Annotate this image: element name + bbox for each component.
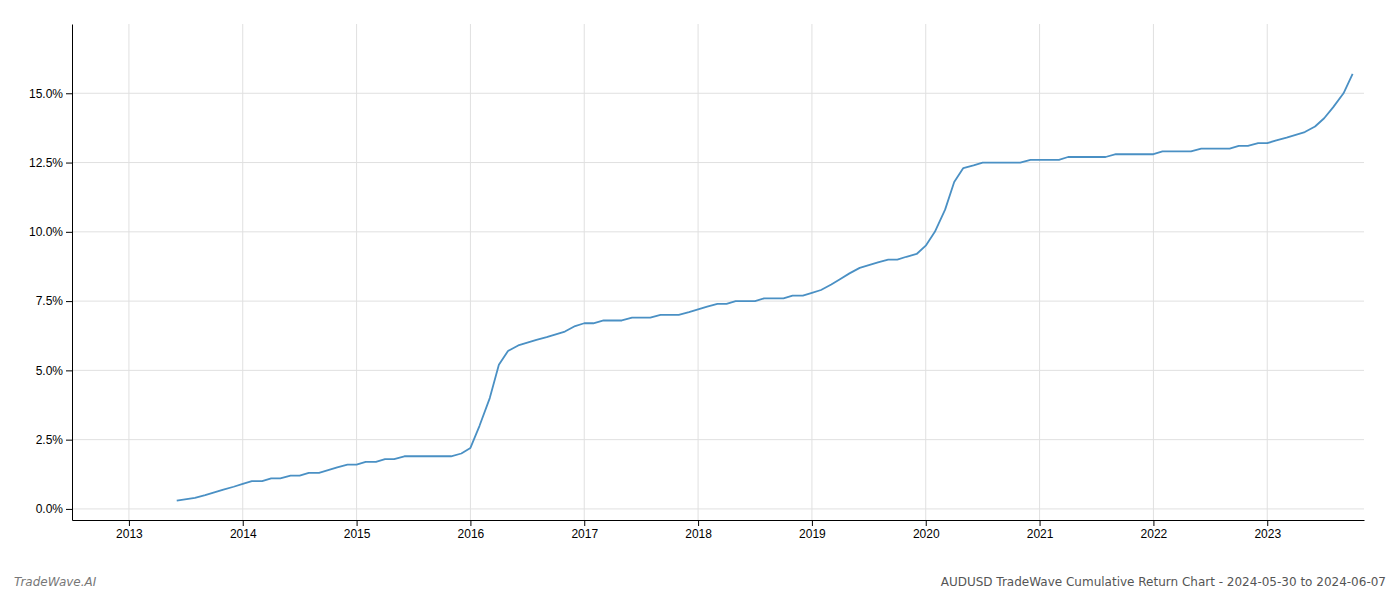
plot-area: 2013 2014 2015 2016 2017 2018 2019 2020 2021 2022… <box>29 24 1365 541</box>
grid-line-x <box>584 24 585 520</box>
y-tick-mark <box>66 301 72 302</box>
grid-line-y <box>72 301 1364 302</box>
y-axis: 0.0% 2.5% 5.0% 7.5% 10.0% 12.5% 15.0% <box>29 25 73 521</box>
x-tick: 2023 <box>1254 520 1281 541</box>
x-tick-label: 2017 <box>571 527 598 541</box>
marks <box>177 74 1353 501</box>
x-tick-label: 2019 <box>799 527 826 541</box>
x-tick: 2019 <box>799 520 826 541</box>
x-tick: 2017 <box>571 520 598 541</box>
grid-line-y <box>72 162 1364 163</box>
x-axis-line <box>73 520 1365 521</box>
y-tick: 10.0% <box>29 225 72 239</box>
x-tick-mark <box>926 520 927 526</box>
x-tick-mark <box>470 520 471 526</box>
x-tick: 2016 <box>458 520 485 541</box>
grid-line-x <box>698 24 699 520</box>
y-tick-mark <box>66 370 72 371</box>
y-tick: 12.5% <box>29 156 72 170</box>
y-tick: 15.0% <box>29 87 72 101</box>
x-tick: 2013 <box>116 520 143 541</box>
watermark: TradeWave.AI <box>14 575 97 589</box>
x-tick: 2022 <box>1141 520 1168 541</box>
x-tick-label: 2022 <box>1141 527 1168 541</box>
grid-line-y <box>72 439 1364 440</box>
title: AUDUSD TradeWave Cumulative Return Chart… <box>941 575 1386 589</box>
y-axis-line <box>72 25 73 521</box>
x-tick-label: 2020 <box>913 527 940 541</box>
grid-line-x <box>356 24 357 520</box>
grid-line-x <box>242 24 243 520</box>
y-tick-label: 10.0% <box>29 225 63 239</box>
y-tick-label: 7.5% <box>36 294 64 308</box>
x-tick-mark <box>129 520 130 526</box>
y-tick-mark <box>66 232 72 233</box>
x-tick-mark <box>243 520 244 526</box>
grid-line-x <box>1267 24 1268 520</box>
y-tick-label: 0.0% <box>36 502 64 516</box>
y-tick-label: 5.0% <box>36 364 64 378</box>
grid-line-x <box>925 24 926 520</box>
grid-line-x <box>128 24 129 520</box>
y-tick-mark <box>66 509 72 510</box>
x-tick-label: 2016 <box>458 527 485 541</box>
x-tick-mark <box>812 520 813 526</box>
x-tick: 2014 <box>230 520 257 541</box>
x-tick-mark <box>698 520 699 526</box>
y-tick-label: 15.0% <box>29 87 63 101</box>
y-tick-label: 12.5% <box>29 156 63 170</box>
grid-line-y <box>72 93 1364 94</box>
line <box>177 74 1353 501</box>
grid-line-x <box>1153 24 1154 520</box>
x-tick-label: 2021 <box>1027 527 1054 541</box>
x-tick: 2015 <box>344 520 371 541</box>
y-tick-mark <box>66 163 72 164</box>
x-tick-mark <box>357 520 358 526</box>
x-tick-label: 2018 <box>685 527 712 541</box>
x-tick-label: 2013 <box>116 527 143 541</box>
grid-line-y <box>72 231 1364 232</box>
x-tick: 2018 <box>685 520 712 541</box>
y-tick-mark <box>66 440 72 441</box>
x-axis: 2013 2014 2015 2016 2017 2018 2019 2020 2021 2022… <box>73 520 1365 541</box>
chart: 2013 2014 2015 2016 2017 2018 2019 2020 2021 2022… <box>0 0 1400 600</box>
grid <box>72 24 1364 520</box>
y-tick: 2.5% <box>36 433 72 447</box>
x-tick: 2020 <box>913 520 940 541</box>
x-tick: 2021 <box>1027 520 1054 541</box>
x-tick-label: 2023 <box>1254 527 1281 541</box>
x-tick-mark <box>1153 520 1154 526</box>
grid-line-x <box>1039 24 1040 520</box>
x-tick-mark <box>1040 520 1041 526</box>
x-tick-mark <box>584 520 585 526</box>
x-tick-label: 2015 <box>344 527 371 541</box>
grid-line-x <box>811 24 812 520</box>
y-tick-label: 2.5% <box>36 433 64 447</box>
x-tick-label: 2014 <box>230 527 257 541</box>
y-tick: 0.0% <box>36 502 72 516</box>
y-tick: 5.0% <box>36 364 72 378</box>
y-tick: 7.5% <box>36 294 72 308</box>
x-tick-mark <box>1267 520 1268 526</box>
grid-line-y <box>72 370 1364 371</box>
grid-line-y <box>72 508 1364 509</box>
y-tick-mark <box>66 93 72 94</box>
